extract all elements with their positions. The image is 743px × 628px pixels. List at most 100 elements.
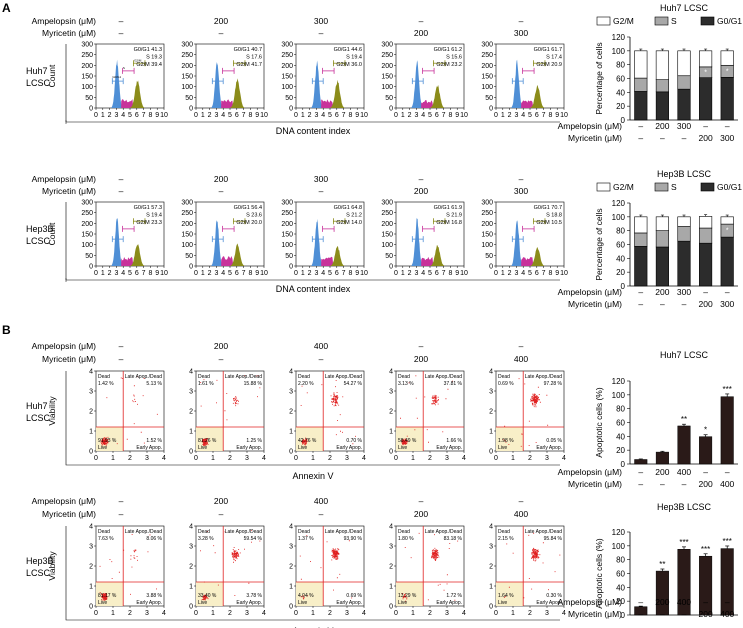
histogram-xtick-label: 9	[355, 112, 359, 119]
histogram-xtick-label: 1	[101, 270, 105, 277]
quadrant-name-dead: Dead	[398, 529, 410, 535]
bar-segment-g2m	[634, 50, 648, 79]
b-top-cond-myr-val: –	[119, 354, 124, 364]
b-bot-cond-myr-val: –	[219, 509, 224, 519]
histogram-ytick-label: 150	[81, 74, 93, 81]
histogram-ytick-label: 150	[381, 232, 393, 239]
scatter-xtick-label: 0	[94, 610, 98, 617]
cell-line-label: Huh7	[26, 66, 48, 76]
histogram-ytick-label: 100	[481, 242, 493, 249]
histogram-xtick-label: 1	[101, 112, 105, 119]
quadrant-name-early: Early Apop.	[336, 600, 362, 606]
b-top-cond-myr-val: 400	[514, 354, 528, 364]
bar-myr-val: –	[682, 299, 687, 309]
scatter-xtick-label: 1	[411, 610, 415, 617]
bar-segment-g2m	[699, 216, 713, 229]
quadrant-pct-early: 3.78 %	[246, 593, 262, 599]
cell-cycle-stat: G0/G1 40.7	[234, 47, 262, 53]
quadrant-pct-early: 0.05 %	[546, 438, 562, 444]
histogram-xtick-label: 6	[135, 270, 139, 277]
g2m-peak	[230, 78, 245, 108]
panel-b-frame	[65, 526, 560, 621]
scatter-xtick-label: 1	[311, 610, 315, 617]
bar-ytick-label: 120	[612, 199, 626, 208]
scatter-xtick-label: 2	[328, 455, 332, 462]
histogram-ytick-label: 250	[481, 52, 493, 59]
cell-cycle-stat: G0/G1 61.7	[534, 47, 562, 53]
a-bot-cond-amp-val: –	[419, 174, 424, 184]
scatter-xtick-label: 0	[194, 455, 198, 462]
bar-chart-title: Huh7 LCSC	[660, 3, 709, 13]
g2m-peak	[430, 245, 445, 266]
legend-label: S	[671, 16, 677, 26]
bar-amp-val: –	[703, 597, 708, 607]
histogram-xtick-label: 7	[542, 270, 546, 277]
bar-segment-s	[655, 79, 669, 93]
b-top-cond-myr-val: –	[319, 354, 324, 364]
histogram-xtick-label: 4	[121, 270, 125, 277]
histogram-xtick-label: 10	[560, 112, 568, 119]
histogram-xtick-label: 5	[528, 112, 532, 119]
quadrant-name-early: Early Apop.	[336, 445, 362, 451]
scatter-ytick-label: 1	[389, 584, 393, 591]
histogram-ytick-label: 200	[381, 221, 393, 228]
apoptosis-bar	[720, 396, 734, 465]
histogram-xtick-label: 2	[308, 112, 312, 119]
scatter-xtick-label: 0	[294, 610, 298, 617]
quadrant-pct-live: 91.93 %	[98, 438, 117, 444]
quadrant-pct-dead: 7.63 %	[98, 536, 114, 542]
cell-line-label: Hep3B	[26, 224, 54, 234]
cell-cycle-stat: G2/M 16.8	[436, 220, 462, 226]
a-top-cond-amp-val: –	[119, 16, 124, 26]
bar-segment-g0g1	[699, 77, 713, 121]
histogram-ytick-label: 150	[181, 232, 193, 239]
quadrant-name-late: Late Apop./Dead	[225, 374, 262, 380]
histogram-ytick-label: 250	[381, 52, 393, 59]
quadrant-name-late: Late Apop./Dead	[125, 529, 162, 535]
histogram-ylabel: Count	[47, 222, 57, 245]
scatter-ytick-label: 3	[489, 389, 493, 396]
bar-ytick-label: 0	[621, 116, 626, 125]
bar-segment-g2m	[677, 50, 691, 77]
histogram-ytick-label: 200	[81, 63, 93, 70]
bar-myr-label: Myricetin (μM)	[568, 299, 622, 309]
cell-cycle-stat: S 19.4	[146, 213, 162, 219]
scatter-ytick-label: 0	[389, 604, 393, 611]
bar-myr-val: 200	[699, 299, 713, 309]
bar-myr-val: 200	[699, 133, 713, 143]
histogram-ylabel: Count	[47, 64, 57, 87]
histogram-ytick-label: 50	[485, 253, 493, 260]
scatter-ytick-label: 4	[489, 524, 493, 531]
legend-label: S	[671, 182, 677, 192]
histogram-xtick-label: 1	[301, 270, 305, 277]
s-phase-area	[221, 99, 234, 108]
scatter-xtick-label: 3	[545, 455, 549, 462]
b-top-cond-amp-label: Ampelopsin (μM)	[32, 341, 97, 351]
g0g1-peak	[311, 60, 323, 108]
quadrant-name-live: Live	[98, 445, 107, 451]
b-bot-cond-amp-val: 200	[214, 496, 228, 506]
scatter-ytick-label: 0	[489, 604, 493, 611]
histogram-xtick-label: 6	[235, 270, 239, 277]
a-bot-cond-myr-val: 300	[514, 186, 528, 196]
g2m-peak	[130, 244, 145, 266]
scatter-xtick-label: 1	[211, 455, 215, 462]
histogram-xtick-label: 5	[528, 270, 532, 277]
quadrant-name-early: Early Apop.	[436, 600, 462, 606]
scatter-ytick-label: 4	[189, 369, 193, 376]
bar-amp-val: 400	[677, 467, 691, 477]
histogram-ytick-label: 50	[285, 253, 293, 260]
bar-chart-title: Hep3B LCSC	[657, 169, 712, 179]
histogram-ytick-label: 0	[489, 106, 493, 113]
scatter-ytick-label: 1	[489, 429, 493, 436]
cell-cycle-stat: G0/G1 57.3	[134, 205, 162, 211]
quadrant-name-late: Late Apop./Dead	[325, 374, 362, 380]
histogram-ytick-label: 0	[389, 106, 393, 113]
histogram-ytick-label: 150	[481, 74, 493, 81]
legend-swatch	[596, 16, 611, 26]
histogram-xtick-label: 2	[208, 270, 212, 277]
histogram-ytick-label: 150	[181, 74, 193, 81]
